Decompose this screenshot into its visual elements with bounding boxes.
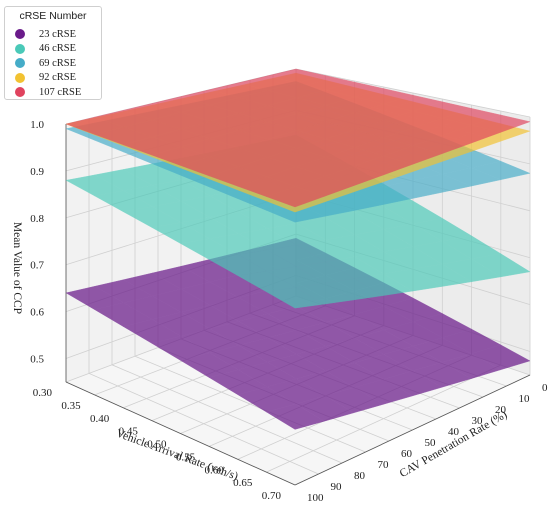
z-tick-label: 0.7 [30, 260, 44, 272]
x-tick-label: 0.45 [119, 426, 139, 438]
legend-label: 46 cRSE [39, 43, 77, 54]
z-axis-label: Mean Value of CCP [11, 222, 23, 314]
legend-marker [15, 72, 25, 83]
y-tick-label: 40 [448, 426, 460, 438]
legend: cRSE Number 23 cRSE 46 cRSE 69 cRSE 92 cRSE… [4, 6, 102, 100]
x-tick-label: 0.65 [233, 477, 253, 489]
legend-item: 92 cRSE [15, 71, 76, 85]
legend-label: 92 cRSE [39, 72, 77, 83]
surface-patch [470, 253, 531, 278]
y-tick-label: 70 [378, 459, 390, 471]
grid-line-y [88, 118, 319, 475]
y-tick-label: 20 [495, 404, 507, 416]
y-tick-label: 0 [542, 382, 548, 394]
legend-label: 107 cRSE [39, 86, 82, 98]
legend-marker [15, 87, 25, 97]
y-tick-label: 30 [472, 415, 484, 427]
legend-title: cRSE Number [19, 10, 87, 22]
y-tick-label: 80 [354, 470, 366, 482]
y-tick-label: 60 [401, 448, 413, 460]
legend-item: 107 cRSE [15, 85, 81, 99]
y-tick-label: 10 [519, 393, 531, 405]
legend-item: 69 cRSE [15, 56, 76, 70]
z-tick-label: 1.0 [30, 119, 44, 131]
legend-label: 69 cRSE [39, 57, 77, 69]
x-tick-label: 0.40 [90, 413, 110, 425]
x-axis-line [65, 381, 296, 486]
legend-item: 23 cRSE [15, 27, 76, 41]
legend-marker [15, 29, 25, 39]
surface-46-crse [65, 134, 531, 309]
z-tick-label: 0.8 [30, 213, 44, 225]
y-tick-label: 50 [425, 437, 437, 449]
y-tick-label: 100 [307, 492, 324, 504]
tick-labels: 0.5 0.6 0.7 0.8 0.9 1.0 0.30 0.35 0.40 0.45 0.50 0.… [30, 119, 548, 504]
z-tick-label: 0.5 [30, 354, 44, 366]
x-tick-label: 0.70 [262, 490, 282, 502]
surfaces [65, 68, 531, 430]
y-axis-line [294, 374, 531, 486]
surface-patch [470, 160, 531, 181]
legend-marker [15, 58, 25, 68]
surface-patch [470, 344, 531, 371]
surface-patch [470, 114, 531, 133]
legend-marker [15, 43, 25, 54]
axis-edges [65, 124, 531, 486]
y-tick-label: 90 [331, 481, 343, 493]
legend-label: 23 cRSE [39, 28, 77, 40]
x-tick-label: 0.50 [147, 439, 167, 451]
z-tick-label: 0.9 [30, 166, 44, 178]
x-tick-label: 0.60 [205, 464, 225, 476]
surface-107-crse [65, 68, 531, 208]
x-tick-label: 0.30 [33, 387, 53, 399]
x-tick-label: 0.35 [61, 400, 81, 412]
z-tick-label: 0.6 [30, 307, 44, 319]
x-tick-label: 0.55 [176, 451, 196, 463]
legend-item: 46 cRSE [15, 42, 76, 56]
